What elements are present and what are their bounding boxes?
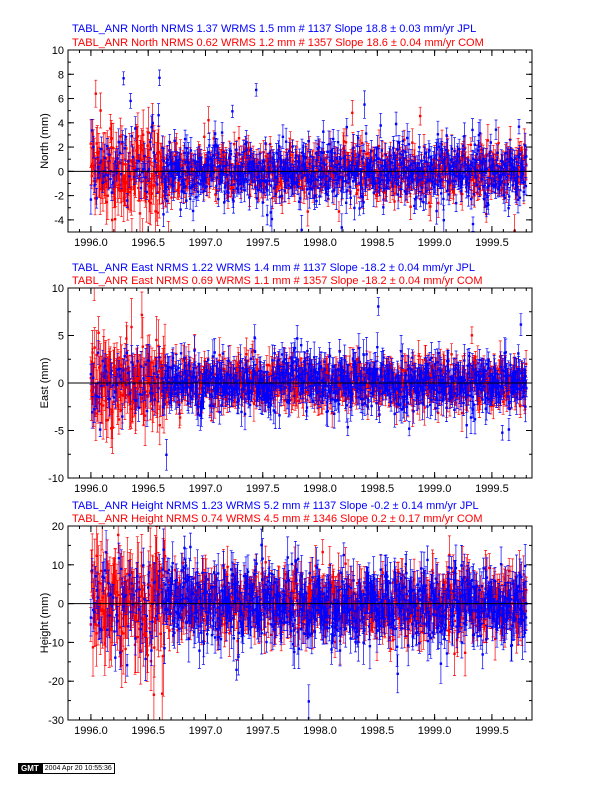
series-jpl-height	[160, 528, 528, 719]
x-tick-label: 1999.5	[475, 237, 509, 249]
series-points	[89, 92, 528, 232]
series-jpl-height	[89, 530, 161, 681]
panel-data-east	[89, 288, 528, 471]
x-tick-label: 1996.5	[131, 237, 165, 249]
x-tick-label: 1998.5	[361, 483, 395, 495]
y-tick-label: -20	[48, 676, 64, 688]
series-jpl-east	[89, 340, 161, 437]
y-tick-label: 0	[58, 378, 64, 390]
panel-title-jpl: TABL_ANR Height NRMS 1.23 WRMS 5.2 mm # …	[72, 500, 479, 512]
y-tick-label: -5	[54, 426, 64, 438]
y-tick-label: 8	[58, 69, 64, 81]
y-tick-label: -4	[54, 215, 64, 227]
x-tick-label: 1996.0	[74, 483, 108, 495]
x-tick-label: 1999.0	[418, 237, 452, 249]
y-axis-label: East (mm)	[39, 358, 51, 409]
panel-title-com: TABL_ANR Height NRMS 0.74 WRMS 4.5 mm # …	[72, 513, 483, 525]
y-tick-label: 10	[52, 560, 64, 572]
panel-data-north	[89, 69, 528, 232]
x-tick-label: 1997.5	[246, 483, 280, 495]
panels-group: TABL_ANR North NRMS 1.37 WRMS 1.5 mm # 1…	[39, 23, 533, 737]
x-tick-label: 1997.0	[189, 483, 223, 495]
y-tick-label: 4	[58, 118, 64, 130]
x-tick-label: 1999.0	[418, 725, 452, 737]
panel-title-com: TABL_ANR East NRMS 0.69 WRMS 1.1 mm # 13…	[72, 275, 483, 287]
x-tick-label: 1996.5	[131, 725, 165, 737]
x-tick-label: 1999.5	[475, 483, 509, 495]
y-tick-label: 20	[52, 521, 64, 533]
y-tick-label: 6	[58, 94, 64, 106]
gmt-timestamp: GMT 2004 Apr 20 10:55:36	[18, 763, 115, 774]
x-tick-label: 1998.0	[303, 725, 337, 737]
y-tick-label: 0	[58, 166, 64, 178]
panel-data-height	[89, 526, 528, 720]
panel-east: TABL_ANR East NRMS 1.22 WRMS 1.4 mm # 11…	[39, 262, 533, 495]
panel-north: TABL_ANR North NRMS 1.37 WRMS 1.5 mm # 1…	[39, 23, 533, 249]
series-points	[160, 305, 528, 456]
y-axis-label: Height (mm)	[39, 593, 51, 654]
x-tick-label: 1997.0	[189, 725, 223, 737]
panel-title-com: TABL_ANR North NRMS 0.62 WRMS 1.2 mm # 1…	[72, 37, 484, 49]
x-tick-label: 1997.0	[189, 237, 223, 249]
y-tick-label: -10	[48, 473, 64, 485]
x-tick-label: 1999.5	[475, 725, 509, 737]
y-tick-label: 10	[52, 45, 64, 57]
series-jpl-north	[89, 69, 161, 215]
plot-timestamp: 2004 Apr 20 10:55:36	[41, 763, 115, 774]
panel-title-jpl: TABL_ANR East NRMS 1.22 WRMS 1.4 mm # 11…	[72, 262, 475, 274]
y-tick-label: -2	[54, 191, 64, 203]
series-points	[89, 313, 528, 430]
x-tick-label: 1998.5	[361, 237, 395, 249]
panel-title-jpl: TABL_ANR North NRMS 1.37 WRMS 1.5 mm # 1…	[72, 23, 476, 35]
y-tick-label: 2	[58, 142, 64, 154]
x-tick-label: 1999.0	[418, 483, 452, 495]
x-tick-label: 1996.5	[131, 483, 165, 495]
x-tick-label: 1997.5	[246, 725, 280, 737]
x-tick-label: 1998.0	[303, 237, 337, 249]
plot-frame	[67, 49, 533, 233]
x-tick-label: 1998.5	[361, 725, 395, 737]
x-tick-label: 1997.5	[246, 237, 280, 249]
y-tick-label: 0	[58, 599, 64, 611]
panel-height: TABL_ANR Height NRMS 1.23 WRMS 5.2 mm # …	[39, 500, 533, 737]
x-tick-label: 1996.0	[74, 725, 108, 737]
series-errorbars	[160, 528, 528, 719]
gmt-logo: GMT	[18, 763, 42, 774]
series-points	[89, 76, 161, 202]
y-tick-label: 10	[52, 283, 64, 295]
series-jpl-east	[160, 297, 528, 471]
x-tick-label: 1996.0	[74, 237, 108, 249]
y-tick-label: -10	[48, 637, 64, 649]
y-tick-label: 5	[58, 331, 64, 343]
series-jpl-north	[160, 83, 528, 232]
y-tick-label: -30	[48, 715, 64, 727]
x-tick-label: 1998.0	[303, 483, 337, 495]
y-axis-label: North (mm)	[39, 113, 51, 169]
